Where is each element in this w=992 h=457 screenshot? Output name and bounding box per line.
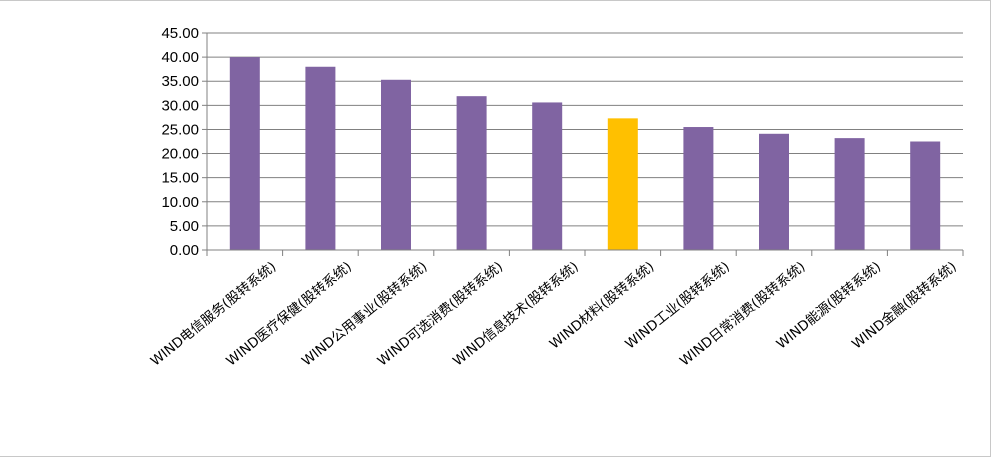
bar bbox=[456, 96, 487, 250]
y-tick-label: 25.00 bbox=[161, 121, 199, 138]
axes bbox=[202, 32, 964, 256]
y-tick-label: 0.00 bbox=[170, 242, 199, 259]
x-category-label: WIND公用事业(股转系统) bbox=[299, 259, 431, 370]
bar bbox=[910, 141, 941, 250]
x-category-label: WIND可选消费(股转系统) bbox=[375, 259, 507, 370]
y-axis-tick-labels: 0.00 5.00 10.00 15.00 20.00 25.00 30.00 35.00 40… bbox=[161, 25, 199, 259]
y-tick-label: 10.00 bbox=[161, 194, 199, 211]
y-tick-label: 35.00 bbox=[161, 73, 199, 90]
y-tick-label: 5.00 bbox=[170, 218, 199, 235]
x-category-label: WIND信息技术(股转系统) bbox=[450, 258, 582, 370]
y-tick-label: 15.00 bbox=[161, 170, 199, 187]
x-category-label: WIND医疗保健(股转系统) bbox=[223, 259, 355, 370]
bar bbox=[532, 102, 563, 250]
bar bbox=[759, 133, 789, 250]
y-tick-label: 40.00 bbox=[161, 49, 199, 66]
x-category-label: WIND电信服务(股转系统) bbox=[148, 259, 280, 370]
x-axis-category-labels: WIND电信服务(股转系统)WIND医疗保健(股转系统)WIND公用事业(股转系… bbox=[148, 258, 960, 370]
bars bbox=[229, 57, 941, 250]
y-tick-label: 45.00 bbox=[161, 25, 199, 42]
y-tick-label: 30.00 bbox=[161, 97, 199, 114]
x-category-label: WIND日常消费(股转系统) bbox=[677, 259, 809, 370]
bar bbox=[607, 118, 638, 250]
bar bbox=[229, 57, 260, 250]
bar bbox=[834, 138, 865, 250]
bar bbox=[381, 79, 411, 250]
bar bbox=[305, 66, 336, 250]
y-tick-label: 20.00 bbox=[161, 146, 199, 163]
bar bbox=[683, 127, 714, 250]
